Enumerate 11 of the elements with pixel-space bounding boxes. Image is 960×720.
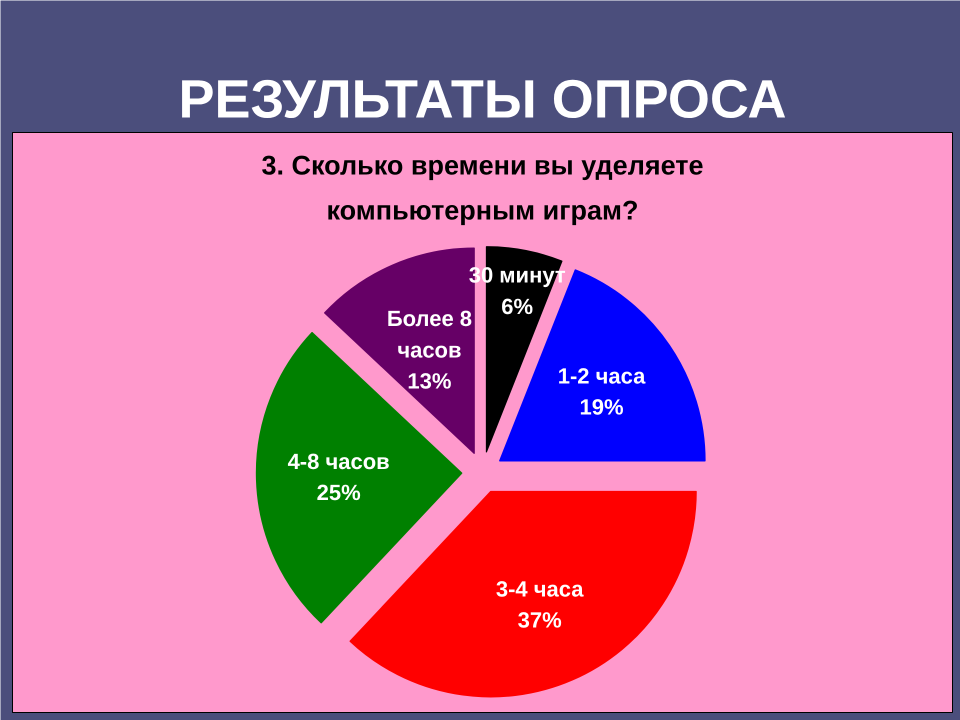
slice-label: Более 8 часов [386, 306, 472, 362]
data-label: 6% [501, 294, 534, 319]
chart-subtitle: 3. Сколько времени вы уделяете компьютерным играм? [261, 150, 704, 226]
data-label: 19% [580, 394, 624, 420]
chart-title: РЕЗУЛЬТАТЫ ОПРОСА [178, 70, 787, 130]
data-label: 37% [518, 608, 562, 633]
slice-label: 4-8 часов [288, 448, 390, 474]
data-label: 25% [316, 480, 361, 506]
slice-label: 3-4 часа [496, 576, 584, 602]
slice-label: 1-2 часа [558, 363, 646, 388]
data-label: 13% [407, 368, 452, 394]
